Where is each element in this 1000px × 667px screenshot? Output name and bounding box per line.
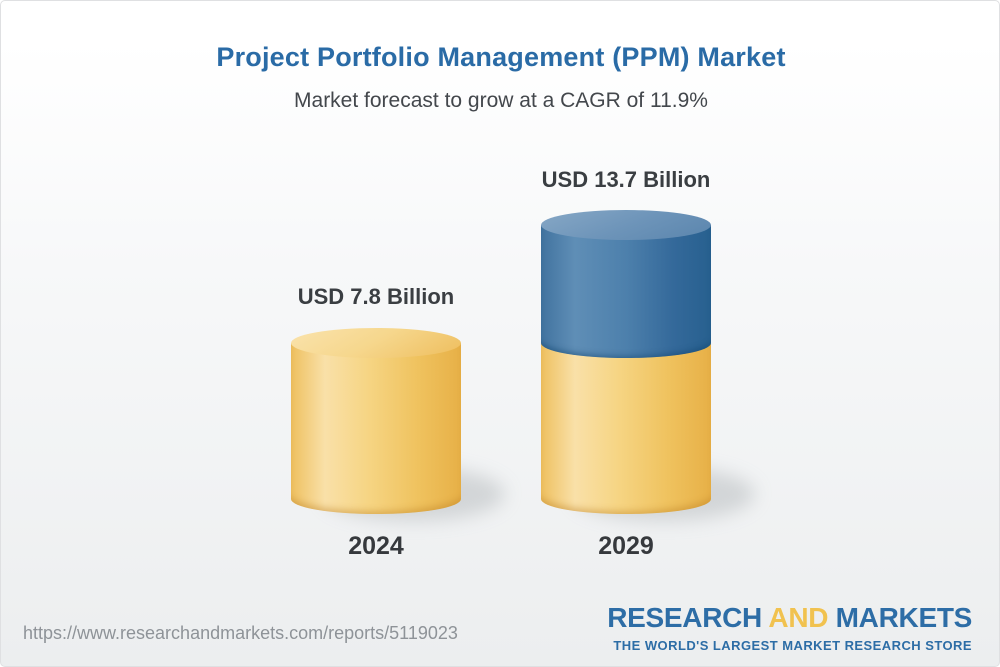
- chart-subtitle: Market forecast to grow at a CAGR of 11.…: [294, 89, 708, 112]
- axis-label-2024: 2024: [348, 532, 404, 560]
- bar-2029-base-segment: [541, 343, 711, 514]
- chart-title: Project Portfolio Management (PPM) Marke…: [216, 42, 786, 72]
- axis-label-2029: 2029: [598, 532, 654, 560]
- logo-word-research: RESEARCH: [607, 602, 762, 633]
- value-label-2024: USD 7.8 Billion: [297, 284, 455, 309]
- bar-2029-growth-segment: [541, 225, 711, 358]
- source-url: https://www.researchandmarkets.com/repor…: [23, 623, 458, 643]
- logo-word-and: AND: [768, 602, 829, 633]
- bar-2024-cylinder: [291, 343, 461, 514]
- logo-wordmark: RESEARCH AND MARKETS: [607, 604, 972, 632]
- bar-2029-cylinder-top: [541, 210, 711, 240]
- value-label-2029: USD 13.7 Billion: [541, 167, 711, 192]
- bar-2024-cylinder-top: [291, 328, 461, 358]
- logo-tagline: THE WORLD'S LARGEST MARKET RESEARCH STOR…: [613, 638, 972, 653]
- research-and-markets-logo: RESEARCH AND MARKETS THE WORLD'S LARGEST…: [607, 604, 972, 653]
- logo-word-markets: MARKETS: [835, 602, 973, 633]
